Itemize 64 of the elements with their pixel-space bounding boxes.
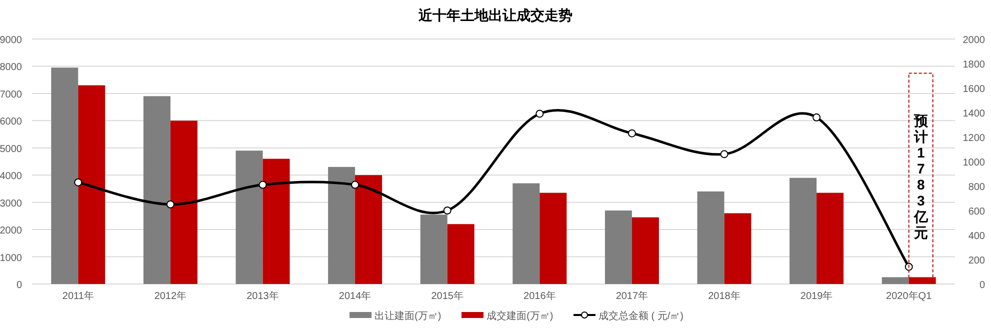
y-tick-label: 0 — [16, 280, 22, 291]
y-tick-label: 3000 — [0, 198, 22, 210]
bar — [816, 192, 844, 284]
bar — [724, 213, 752, 284]
bar — [51, 68, 78, 284]
y-tick-label: 9000 — [0, 35, 22, 46]
y2-tick-label: 600 — [968, 206, 986, 218]
annotation: 预计1783亿元 — [912, 112, 929, 240]
x-tick-label: 2019年 — [800, 290, 833, 302]
x-tick-label: 2015年 — [431, 290, 464, 302]
legend-label: 成交总金额 ( 元/㎡) — [598, 310, 684, 322]
y-tick-label: 7000 — [0, 89, 22, 100]
y-tick-label: 2000 — [0, 226, 22, 237]
y-tick-label: 1000 — [0, 252, 22, 264]
point — [812, 113, 821, 122]
point — [720, 150, 728, 158]
x-tick-label: 2020年Q1 — [886, 290, 932, 302]
point — [351, 180, 360, 189]
bar — [790, 178, 817, 284]
bar — [170, 120, 198, 284]
chart-title: 近十年土地出让成交走势 — [418, 7, 572, 23]
point — [628, 129, 636, 138]
bar — [604, 210, 632, 284]
bar — [447, 224, 474, 284]
y2-tick-label: 2000 — [962, 35, 986, 46]
y2-tick-label: 1200 — [962, 133, 986, 144]
bar — [355, 175, 382, 284]
x-tick-label: 2016年 — [524, 290, 556, 302]
y2-tick-label: 1000 — [962, 158, 986, 168]
x-tick-label: 2018年 — [708, 290, 740, 302]
y2-tick-label: 1800 — [962, 60, 986, 70]
y2-tick-label: 200 — [968, 256, 986, 266]
bar — [697, 191, 724, 284]
y2-tick-label: 1400 — [962, 108, 986, 120]
y2-tick-label: 400 — [968, 231, 986, 242]
point — [443, 206, 452, 214]
x-tick-label: 2017年 — [616, 290, 648, 302]
bar — [632, 217, 659, 284]
y2-tick-label: 0 — [979, 280, 986, 291]
y-tick-label: 5000 — [0, 144, 22, 155]
point — [258, 180, 267, 189]
x-tick-label: 2014年 — [338, 290, 372, 302]
bar — [236, 150, 263, 284]
legend-label: 出让建面(万㎡) — [374, 310, 442, 322]
y2-tick-label: 800 — [968, 182, 986, 193]
bar — [78, 85, 106, 284]
bar — [540, 192, 567, 284]
y-tick-label: 6000 — [0, 116, 22, 128]
bar — [328, 166, 356, 284]
y-tick-label: 4000 — [0, 171, 22, 182]
legend-label: 成交建面(万㎡) — [486, 310, 554, 322]
bar — [420, 214, 448, 284]
bar — [512, 183, 540, 284]
point — [166, 200, 174, 208]
y2-tick-label: 1600 — [962, 84, 986, 95]
bar — [882, 277, 909, 284]
bar — [143, 96, 170, 284]
point — [536, 110, 544, 118]
x-tick-label: 2012年 — [154, 290, 187, 302]
x-tick-label: 2011年 — [62, 290, 94, 302]
point — [74, 178, 82, 186]
bar — [262, 158, 290, 284]
x-tick-label: 2013年 — [246, 290, 279, 302]
y-tick-label: 8000 — [0, 62, 22, 74]
